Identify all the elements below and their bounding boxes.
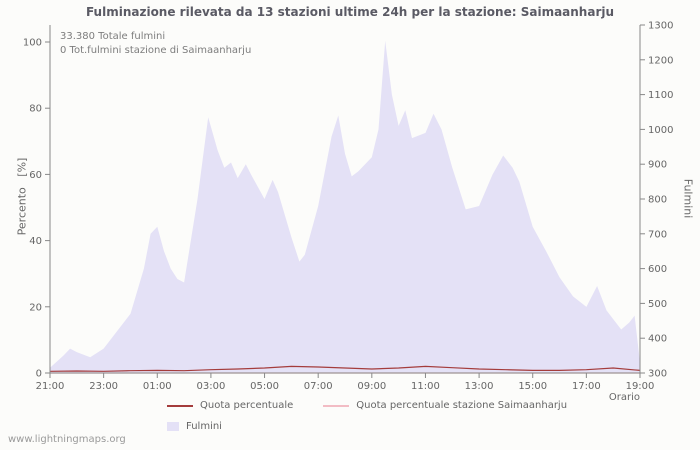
annotation-total-fulmini: 33.380 Totale fulmini xyxy=(60,31,166,42)
svg-text:400: 400 xyxy=(648,334,667,345)
legend-item-fulmini: Fulmini xyxy=(167,421,222,432)
svg-text:900: 900 xyxy=(648,160,667,171)
svg-text:1000: 1000 xyxy=(648,125,673,136)
svg-text:0: 0 xyxy=(36,369,42,380)
svg-text:03:00: 03:00 xyxy=(196,381,225,392)
svg-text:05:00: 05:00 xyxy=(250,381,279,392)
legend-row-lines: Quota percentuale Quota percentuale staz… xyxy=(167,400,567,411)
x-axis-label: Orario xyxy=(608,392,640,403)
legend-label-quota: Quota percentuale xyxy=(200,400,294,411)
svg-text:800: 800 xyxy=(648,195,667,206)
svg-text:40: 40 xyxy=(29,236,42,247)
svg-text:09:00: 09:00 xyxy=(357,381,386,392)
svg-text:500: 500 xyxy=(648,299,667,310)
annotation-station-fulmini: 0 Tot.fulmini stazione di Saimaanharju xyxy=(60,45,252,56)
legend-swatch-station xyxy=(323,404,350,407)
svg-text:01:00: 01:00 xyxy=(143,381,172,392)
svg-text:19:00: 19:00 xyxy=(626,381,655,392)
svg-text:700: 700 xyxy=(648,229,667,240)
legend-swatch-quota xyxy=(167,404,193,407)
y-axis-right-label: Fulmini xyxy=(681,178,695,219)
svg-text:80: 80 xyxy=(29,104,42,115)
legend-swatch-fulmini xyxy=(167,422,179,431)
svg-text:60: 60 xyxy=(29,170,42,181)
svg-text:1200: 1200 xyxy=(648,55,673,66)
svg-text:13:00: 13:00 xyxy=(465,381,494,392)
legend-item-station: Quota percentuale stazione Saimaanharju xyxy=(323,400,567,411)
svg-text:07:00: 07:00 xyxy=(304,381,333,392)
svg-text:300: 300 xyxy=(648,369,667,380)
svg-text:20: 20 xyxy=(29,302,42,313)
svg-text:17:00: 17:00 xyxy=(572,381,601,392)
fulmini-area-series xyxy=(50,40,640,373)
svg-text:15:00: 15:00 xyxy=(518,381,547,392)
svg-text:600: 600 xyxy=(648,264,667,275)
legend-row-area: Fulmini xyxy=(167,421,222,432)
watermark-link[interactable]: www.lightningmaps.org xyxy=(8,434,126,445)
legend-label-fulmini: Fulmini xyxy=(186,421,222,432)
svg-text:1100: 1100 xyxy=(648,90,673,101)
y-axis-left-label: Percento [%] xyxy=(15,157,29,236)
svg-text:100: 100 xyxy=(23,38,42,49)
svg-text:21:00: 21:00 xyxy=(36,381,65,392)
legend-item-quota: Quota percentuale xyxy=(167,400,293,411)
svg-text:11:00: 11:00 xyxy=(411,381,440,392)
svg-text:23:00: 23:00 xyxy=(89,381,118,392)
svg-text:1300: 1300 xyxy=(648,21,673,32)
axis-ticks-and-labels: 0 20 40 60 80 100 300 400 500 600 700 800 900 1000 110… xyxy=(23,21,674,393)
chart-title: Fulminazione rilevata da 13 stazioni ult… xyxy=(85,5,615,19)
legend-label-station: Quota percentuale stazione Saimaanharju xyxy=(356,400,568,411)
